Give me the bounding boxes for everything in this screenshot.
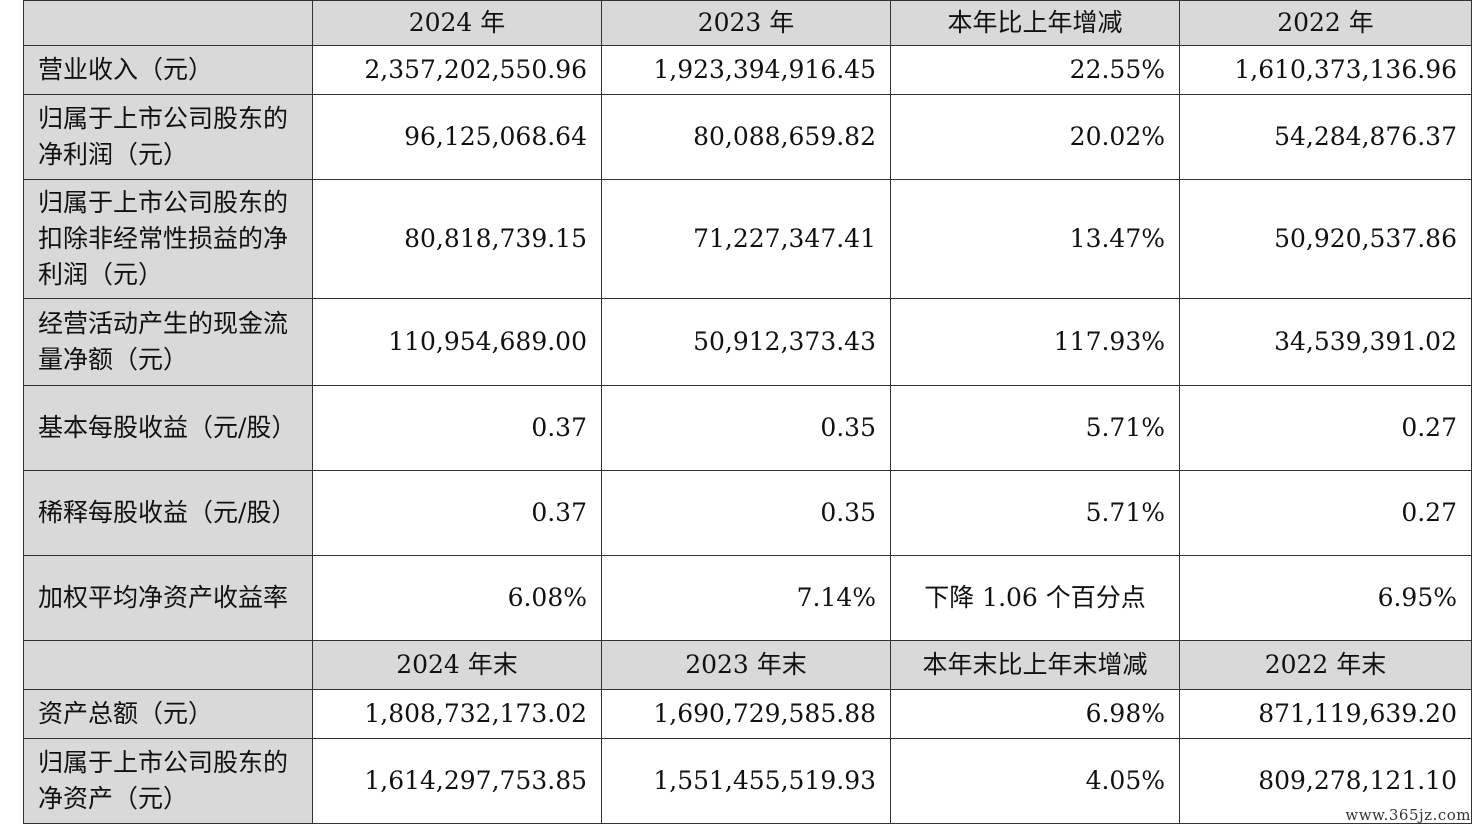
row-label: 营业收入（元） bbox=[23, 45, 313, 95]
value-2022: 54,284,876.37 bbox=[1179, 94, 1472, 180]
header-2022-end: 2022 年末 bbox=[1179, 640, 1472, 690]
value-2022: 34,539,391.02 bbox=[1179, 298, 1472, 386]
header-row-year-end: 2024 年末 2023 年末 本年末比上年末增减 2022 年末 bbox=[23, 640, 1472, 690]
value-change: 4.05% bbox=[890, 738, 1180, 824]
table-row: 营业收入（元） 2,357,202,550.96 1,923,394,916.4… bbox=[23, 45, 1472, 95]
value-change: 117.93% bbox=[890, 298, 1180, 386]
value-2023: 0.35 bbox=[601, 470, 891, 556]
header-2023-end: 2023 年末 bbox=[601, 640, 891, 690]
header-row: 2024 年 2023 年 本年比上年增减 2022 年 bbox=[23, 0, 1472, 46]
value-2024: 1,614,297,753.85 bbox=[312, 738, 602, 824]
watermark: www.365jz.com bbox=[1345, 806, 1471, 824]
value-2024: 1,808,732,173.02 bbox=[312, 689, 602, 739]
value-2024: 110,954,689.00 bbox=[312, 298, 602, 386]
table-row: 资产总额（元） 1,808,732,173.02 1,690,729,585.8… bbox=[23, 689, 1472, 739]
value-2024: 6.08% bbox=[312, 555, 602, 641]
header-2024-end: 2024 年末 bbox=[312, 640, 602, 690]
value-change: 下降 1.06 个百分点 bbox=[890, 555, 1180, 641]
row-label: 归属于上市公司股东的净利润（元） bbox=[23, 94, 313, 180]
value-2022: 0.27 bbox=[1179, 470, 1472, 556]
value-change: 20.02% bbox=[890, 94, 1180, 180]
header-change: 本年比上年增减 bbox=[890, 0, 1180, 46]
header-change-end: 本年末比上年末增减 bbox=[890, 640, 1180, 690]
value-2023: 1,551,455,519.93 bbox=[601, 738, 891, 824]
value-2024: 96,125,068.64 bbox=[312, 94, 602, 180]
table-row: 归属于上市公司股东的净利润（元） 96,125,068.64 80,088,65… bbox=[23, 94, 1472, 180]
value-2024: 80,818,739.15 bbox=[312, 179, 602, 299]
value-change: 13.47% bbox=[890, 179, 1180, 299]
table-row: 归属于上市公司股东的扣除非经常性损益的净利润（元） 80,818,739.15 … bbox=[23, 179, 1472, 299]
header-2024: 2024 年 bbox=[312, 0, 602, 46]
header-blank-cell bbox=[23, 640, 313, 690]
table-row: 加权平均净资产收益率 6.08% 7.14% 下降 1.06 个百分点 6.95… bbox=[23, 555, 1472, 641]
row-label: 归属于上市公司股东的净资产（元） bbox=[23, 738, 313, 824]
value-2023: 50,912,373.43 bbox=[601, 298, 891, 386]
value-2024: 2,357,202,550.96 bbox=[312, 45, 602, 95]
value-change: 5.71% bbox=[890, 470, 1180, 556]
value-2023: 1,690,729,585.88 bbox=[601, 689, 891, 739]
value-2023: 0.35 bbox=[601, 385, 891, 471]
value-change: 5.71% bbox=[890, 385, 1180, 471]
value-2022: 0.27 bbox=[1179, 385, 1472, 471]
value-2024: 0.37 bbox=[312, 470, 602, 556]
value-2022: 809,278,121.10 bbox=[1179, 738, 1472, 824]
table-row: 稀释每股收益（元/股） 0.37 0.35 5.71% 0.27 bbox=[23, 470, 1472, 556]
financial-indicators-table: 2024 年 2023 年 本年比上年增减 2022 年 营业收入（元） 2,3… bbox=[23, 0, 1472, 824]
row-label: 资产总额（元） bbox=[23, 689, 313, 739]
table-row: 基本每股收益（元/股） 0.37 0.35 5.71% 0.27 bbox=[23, 385, 1472, 471]
value-2022: 50,920,537.86 bbox=[1179, 179, 1472, 299]
row-label: 基本每股收益（元/股） bbox=[23, 385, 313, 471]
header-blank-cell bbox=[23, 0, 313, 46]
table-row: 归属于上市公司股东的净资产（元） 1,614,297,753.85 1,551,… bbox=[23, 738, 1472, 824]
header-2022: 2022 年 bbox=[1179, 0, 1472, 46]
value-2024: 0.37 bbox=[312, 385, 602, 471]
row-label: 经营活动产生的现金流量净额（元） bbox=[23, 298, 313, 386]
header-2023: 2023 年 bbox=[601, 0, 891, 46]
value-2023: 1,923,394,916.45 bbox=[601, 45, 891, 95]
row-label: 归属于上市公司股东的扣除非经常性损益的净利润（元） bbox=[23, 179, 313, 299]
value-change: 22.55% bbox=[890, 45, 1180, 95]
value-2022: 6.95% bbox=[1179, 555, 1472, 641]
value-2022: 871,119,639.20 bbox=[1179, 689, 1472, 739]
row-label: 稀释每股收益（元/股） bbox=[23, 470, 313, 556]
table-row: 经营活动产生的现金流量净额（元） 110,954,689.00 50,912,3… bbox=[23, 298, 1472, 386]
value-2023: 71,227,347.41 bbox=[601, 179, 891, 299]
value-change: 6.98% bbox=[890, 689, 1180, 739]
row-label: 加权平均净资产收益率 bbox=[23, 555, 313, 641]
value-2023: 7.14% bbox=[601, 555, 891, 641]
value-2023: 80,088,659.82 bbox=[601, 94, 891, 180]
value-2022: 1,610,373,136.96 bbox=[1179, 45, 1472, 95]
